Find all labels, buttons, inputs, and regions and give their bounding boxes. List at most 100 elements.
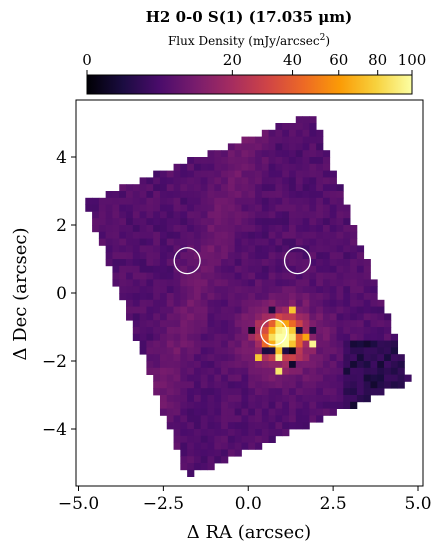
heatmap-cell <box>126 204 134 212</box>
heatmap-cell <box>316 184 324 192</box>
heatmap-cell <box>159 395 168 403</box>
heatmap-cell <box>350 401 358 409</box>
heatmap-cell <box>309 204 317 212</box>
heatmap-cell <box>139 184 147 192</box>
heatmap-cell <box>275 225 283 233</box>
heatmap-cell <box>193 401 202 409</box>
heatmap-cell <box>316 163 324 171</box>
heatmap-cell <box>207 245 215 253</box>
heatmap-cell <box>227 299 236 307</box>
heatmap-cell <box>234 435 242 443</box>
heatmap-cell <box>146 184 154 192</box>
heatmap-cell <box>295 408 303 416</box>
heatmap-cell <box>227 238 236 246</box>
heatmap-cell <box>288 272 297 280</box>
heatmap-cell <box>316 327 324 335</box>
heatmap-cell <box>295 150 303 158</box>
heatmap-cell <box>363 395 371 403</box>
aperture-circle <box>260 318 288 346</box>
heatmap-cell <box>180 395 188 403</box>
heatmap-cell <box>241 286 249 294</box>
heatmap-cell <box>193 279 202 287</box>
heatmap-cell <box>146 272 154 280</box>
heatmap-cell <box>268 286 276 294</box>
heatmap-cell <box>316 197 324 205</box>
heatmap-cell <box>295 279 303 287</box>
heatmap-cell <box>200 225 208 233</box>
heatmap-cell <box>92 218 100 226</box>
heatmap-cell <box>241 211 249 219</box>
heatmap-cell <box>139 238 147 246</box>
heatmap-cell <box>146 367 154 375</box>
heatmap-cell <box>173 367 181 375</box>
heatmap-cell <box>214 449 222 457</box>
heatmap-cell <box>377 361 385 369</box>
heatmap-cell <box>187 306 195 314</box>
heatmap-cell <box>316 354 324 362</box>
heatmap-cell <box>193 218 202 226</box>
heatmap-cell <box>166 272 174 280</box>
heatmap-cell <box>173 286 181 294</box>
heatmap-cell <box>255 211 263 219</box>
heatmap-cell <box>350 327 358 335</box>
heatmap-cell <box>282 136 290 144</box>
heatmap-cell <box>180 238 188 246</box>
heatmap-cell <box>322 327 331 335</box>
heatmap-cell <box>275 191 283 199</box>
heatmap-cell <box>343 367 351 375</box>
heatmap-cell <box>173 272 181 280</box>
heatmap-cell <box>248 238 256 246</box>
heatmap-cell <box>234 320 242 328</box>
heatmap-cell <box>295 157 303 165</box>
heatmap-cell <box>207 157 215 165</box>
heatmap-cell <box>275 313 283 321</box>
heatmap-cell <box>268 197 276 205</box>
heatmap-cell <box>221 265 229 273</box>
heatmap-cell <box>288 177 297 185</box>
heatmap-cell <box>322 150 331 158</box>
heatmap-cell <box>193 442 202 450</box>
heatmap-cell <box>329 306 337 314</box>
heatmap-cell <box>153 313 161 321</box>
heatmap-cell <box>180 422 188 430</box>
heatmap-cell <box>329 204 337 212</box>
heatmap-cell <box>282 320 290 328</box>
heatmap-cell <box>221 163 229 171</box>
heatmap-cell <box>200 211 208 219</box>
heatmap-cell <box>193 347 202 355</box>
heatmap-cell <box>282 313 290 321</box>
heatmap-cell <box>159 401 168 409</box>
heatmap-cell <box>173 218 181 226</box>
heatmap-cell <box>193 374 202 382</box>
heatmap-cell <box>295 333 303 341</box>
heatmap-cell <box>384 347 392 355</box>
heatmap-cell <box>159 170 168 178</box>
heatmap-cell <box>173 299 181 307</box>
heatmap-cell <box>214 361 222 369</box>
heatmap-cell <box>227 388 236 396</box>
heatmap-cell <box>159 367 168 375</box>
heatmap-cell <box>221 435 229 443</box>
heatmap-cell <box>255 361 263 369</box>
heatmap-cell <box>241 374 249 382</box>
heatmap-cell <box>370 340 378 348</box>
heatmap-cell <box>221 184 229 192</box>
heatmap-cell <box>356 265 365 273</box>
heatmap-cell <box>193 435 202 443</box>
heatmap-cell <box>166 422 174 430</box>
heatmap-cell <box>166 367 174 375</box>
heatmap-cell <box>255 231 263 239</box>
heatmap-cell <box>322 401 331 409</box>
heatmap-cell <box>322 163 331 171</box>
heatmap-cell <box>153 381 161 389</box>
heatmap-cell <box>356 361 365 369</box>
heatmap-cell <box>248 327 256 335</box>
heatmap-cell <box>343 225 351 233</box>
heatmap-cell <box>261 252 270 260</box>
heatmap-cell <box>98 197 107 205</box>
heatmap-cell <box>322 381 331 389</box>
heatmap-cell <box>309 143 317 151</box>
heatmap-cell <box>309 333 317 341</box>
heatmap-cell <box>146 293 154 301</box>
heatmap-cell <box>309 354 317 362</box>
